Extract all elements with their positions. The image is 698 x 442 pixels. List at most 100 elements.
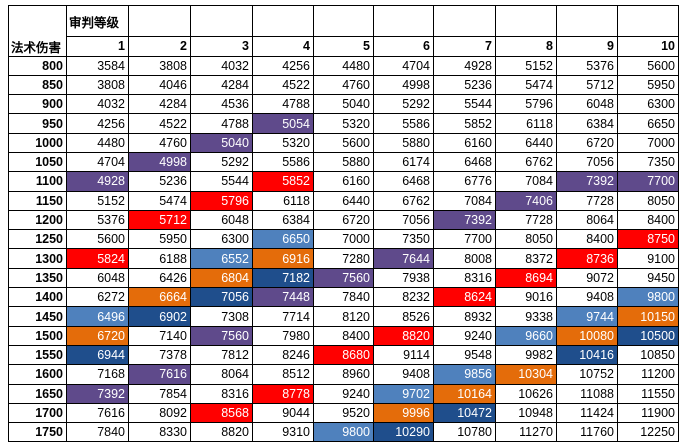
table-cell[interactable]: 4480 — [313, 55, 374, 76]
row-header-damage[interactable]: 1200 — [8, 209, 67, 231]
table-cell[interactable]: 8064 — [190, 364, 253, 385]
table-cell[interactable]: 6720 — [66, 325, 129, 346]
row-header-damage[interactable]: 1000 — [8, 132, 67, 153]
table-cell[interactable]: 5880 — [313, 151, 374, 173]
row-header-damage[interactable]: 1050 — [8, 151, 67, 173]
table-cell[interactable]: 9240 — [433, 325, 496, 346]
table-cell[interactable]: 5600 — [66, 229, 129, 250]
table-cell[interactable]: 5152 — [495, 55, 557, 76]
table-cell[interactable]: 7392 — [66, 383, 129, 404]
row-header-label[interactable]: 法术伤害 — [8, 36, 67, 57]
table-cell[interactable]: 9016 — [495, 287, 557, 308]
table-cell[interactable]: 6804 — [190, 267, 253, 289]
table-cell[interactable]: 4704 — [66, 151, 129, 173]
table-cell[interactable]: 8750 — [617, 229, 679, 250]
table-cell[interactable]: 4522 — [252, 74, 314, 96]
table-cell[interactable]: 5544 — [433, 94, 496, 115]
table-cell[interactable]: 9800 — [617, 287, 679, 308]
row-header-damage[interactable]: 950 — [8, 113, 67, 134]
table-cell[interactable]: 4760 — [313, 74, 374, 96]
table-cell[interactable]: 3584 — [66, 55, 129, 76]
level-header-9[interactable]: 9 — [556, 36, 618, 57]
corner-cell-top[interactable] — [8, 5, 67, 37]
table-cell[interactable]: 6426 — [128, 267, 191, 289]
level-header-4[interactable]: 4 — [252, 36, 314, 57]
table-cell[interactable]: 8008 — [433, 248, 496, 269]
table-cell[interactable]: 3808 — [128, 55, 191, 76]
table-cell[interactable]: 4032 — [66, 94, 129, 115]
table-cell[interactable]: 9548 — [433, 344, 496, 366]
table-cell[interactable]: 8092 — [128, 402, 191, 424]
row-header-damage[interactable]: 1150 — [8, 190, 67, 211]
table-cell[interactable]: 4788 — [190, 113, 253, 134]
table-cell[interactable]: 6902 — [128, 306, 191, 327]
table-cell[interactable]: 7056 — [373, 209, 434, 231]
table-cell[interactable]: 7448 — [252, 287, 314, 308]
table-cell[interactable]: 9338 — [495, 306, 557, 327]
row-header-damage[interactable]: 850 — [8, 74, 67, 96]
table-cell[interactable]: 9702 — [373, 383, 434, 404]
header-blank-cell[interactable] — [433, 5, 496, 37]
table-cell[interactable]: 7084 — [495, 171, 557, 192]
table-cell[interactable]: 10780 — [433, 422, 496, 442]
table-cell[interactable]: 6468 — [433, 151, 496, 173]
table-cell[interactable]: 9114 — [373, 344, 434, 366]
table-cell[interactable]: 5950 — [128, 229, 191, 250]
table-cell[interactable]: 6272 — [66, 287, 129, 308]
table-cell[interactable]: 7728 — [495, 209, 557, 231]
table-cell[interactable]: 7182 — [252, 267, 314, 289]
table-cell[interactable]: 5054 — [252, 113, 314, 134]
table-cell[interactable]: 8400 — [556, 229, 618, 250]
table-cell[interactable]: 5712 — [128, 209, 191, 231]
table-cell[interactable]: 8246 — [252, 344, 314, 366]
table-cell[interactable]: 9744 — [556, 306, 618, 327]
table-cell[interactable]: 6440 — [313, 190, 374, 211]
table-cell[interactable]: 8050 — [617, 190, 679, 211]
table-cell[interactable]: 4928 — [433, 55, 496, 76]
table-cell[interactable]: 5320 — [252, 132, 314, 153]
table-cell[interactable]: 7350 — [617, 151, 679, 173]
table-cell[interactable]: 7056 — [556, 151, 618, 173]
table-cell[interactable]: 9100 — [617, 248, 679, 269]
table-cell[interactable]: 9310 — [252, 422, 314, 442]
table-cell[interactable]: 8372 — [495, 248, 557, 269]
table-cell[interactable]: 11270 — [495, 422, 557, 442]
table-cell[interactable]: 7140 — [128, 325, 191, 346]
table-cell[interactable]: 11900 — [617, 402, 679, 424]
table-cell[interactable]: 6776 — [433, 171, 496, 192]
level-header-5[interactable]: 5 — [313, 36, 374, 57]
table-cell[interactable]: 5474 — [495, 74, 557, 96]
table-cell[interactable]: 4256 — [66, 113, 129, 134]
table-cell[interactable]: 8820 — [190, 422, 253, 442]
table-cell[interactable]: 5586 — [373, 113, 434, 134]
level-header-6[interactable]: 6 — [373, 36, 434, 57]
row-header-damage[interactable]: 900 — [8, 94, 67, 115]
table-cell[interactable]: 4760 — [128, 132, 191, 153]
header-blank-cell[interactable] — [128, 5, 191, 37]
table-cell[interactable]: 4704 — [373, 55, 434, 76]
table-cell[interactable]: 7056 — [190, 287, 253, 308]
table-cell[interactable]: 9072 — [556, 267, 618, 289]
row-header-damage[interactable]: 1100 — [8, 171, 67, 192]
table-cell[interactable]: 10626 — [495, 383, 557, 404]
table-cell[interactable]: 8820 — [373, 325, 434, 346]
row-header-damage[interactable]: 1550 — [8, 344, 67, 366]
table-cell[interactable]: 7616 — [66, 402, 129, 424]
table-cell[interactable]: 10304 — [495, 364, 557, 385]
level-header-2[interactable]: 2 — [128, 36, 191, 57]
table-cell[interactable]: 7840 — [313, 287, 374, 308]
table-cell[interactable]: 8568 — [190, 402, 253, 424]
table-cell[interactable]: 8778 — [252, 383, 314, 404]
table-cell[interactable]: 7280 — [313, 248, 374, 269]
table-cell[interactable]: 9408 — [373, 364, 434, 385]
table-cell[interactable]: 7000 — [313, 229, 374, 250]
table-cell[interactable]: 8050 — [495, 229, 557, 250]
table-cell[interactable]: 10472 — [433, 402, 496, 424]
table-cell[interactable]: 8960 — [313, 364, 374, 385]
table-cell[interactable]: 7728 — [556, 190, 618, 211]
table-cell[interactable]: 12250 — [617, 422, 679, 442]
table-cell[interactable]: 5600 — [617, 55, 679, 76]
table-cell[interactable]: 5236 — [128, 171, 191, 192]
header-blank-cell[interactable] — [556, 5, 618, 37]
table-cell[interactable]: 7714 — [252, 306, 314, 327]
